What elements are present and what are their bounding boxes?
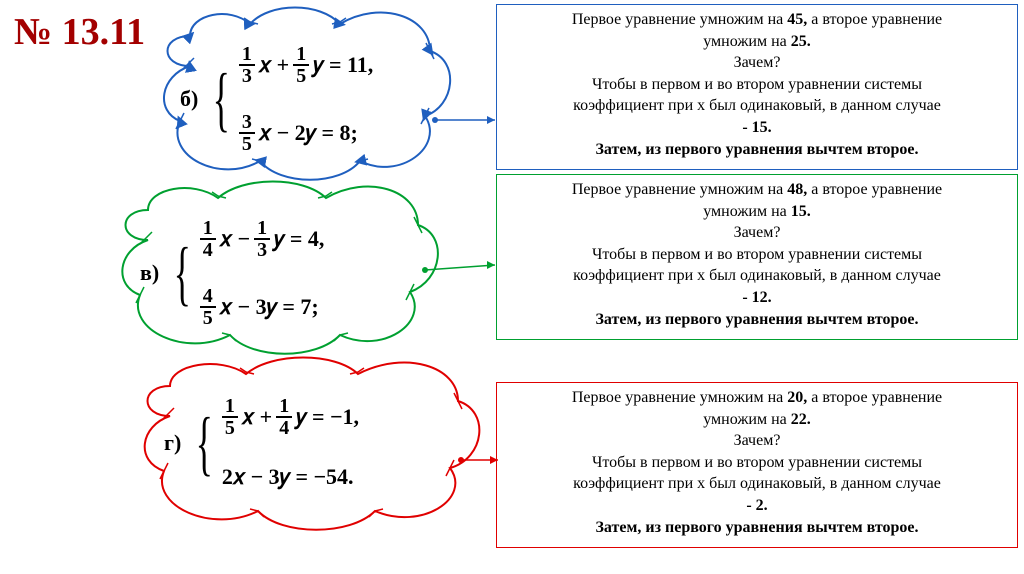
- explain-box-g: Первое уравнение умножим на 20, а второе…: [496, 382, 1018, 548]
- brace-icon: {: [213, 81, 230, 117]
- equation-v2: 45 𝑥 − 3𝑦 = 7;: [200, 286, 325, 328]
- explain-box-v: Первое уравнение умножим на 48, а второе…: [496, 174, 1018, 340]
- cloud-g: г) { 15 𝑥 + 14 𝑦 = −1, 2𝑥 − 3𝑦 = −54.: [130, 356, 490, 534]
- explain-box-b: Первое уравнение умножим на 45, а второе…: [496, 4, 1018, 170]
- equation-v1: 14 𝑥 − 13 𝑦 = 4,: [200, 218, 325, 260]
- letter-g: г): [164, 430, 181, 456]
- letter-v: в): [140, 260, 159, 286]
- cloud-v: в) { 14 𝑥 − 13 𝑦 = 4, 45 𝑥 − 3𝑦 = 7;: [108, 180, 448, 358]
- equation-g1: 15 𝑥 + 14 𝑦 = −1,: [222, 396, 359, 438]
- exercise-number: № 13.11: [14, 10, 145, 54]
- equation-g2: 2𝑥 − 3𝑦 = −54.: [222, 464, 359, 490]
- equation-b1: 13 𝑥 + 15 𝑦 = 11,: [239, 44, 373, 86]
- cloud-b: б) { 13 𝑥 + 15 𝑦 = 11, 35 𝑥 − 2𝑦 = 8;: [150, 6, 460, 184]
- brace-icon: {: [174, 255, 191, 291]
- brace-icon: {: [196, 425, 213, 461]
- equation-b2: 35 𝑥 − 2𝑦 = 8;: [239, 112, 373, 154]
- letter-b: б): [180, 86, 198, 112]
